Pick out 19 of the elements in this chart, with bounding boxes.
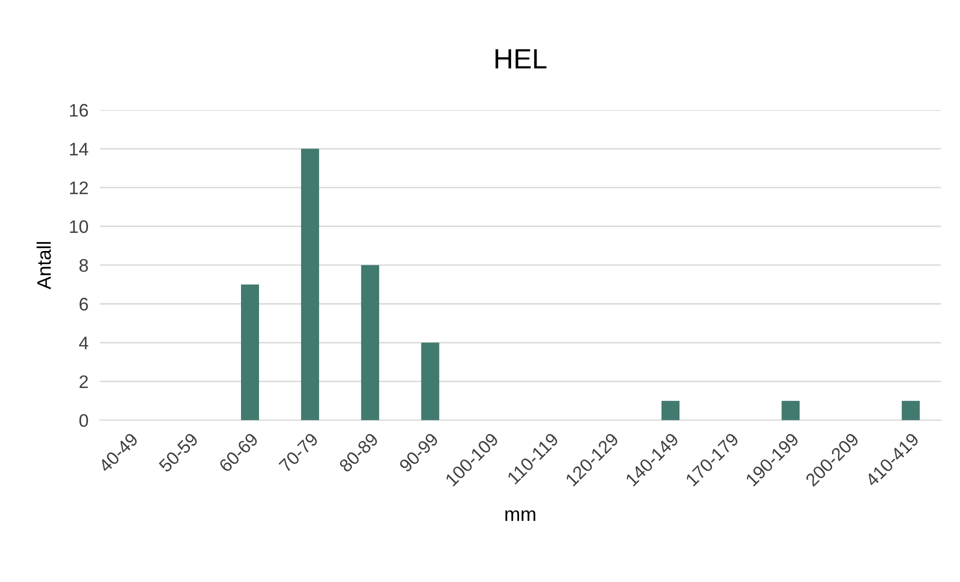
y-tick-label: 8 — [79, 259, 88, 272]
bar — [421, 342, 440, 420]
y-tick-label: 0 — [79, 414, 88, 427]
y-axis-title: Antall — [36, 242, 51, 290]
y-tick-label: 2 — [80, 375, 88, 388]
bar — [661, 400, 680, 420]
y-tick-label: 16 — [70, 104, 88, 117]
y-tick-label: 14 — [70, 142, 88, 156]
x-axis-title: mm — [505, 510, 536, 521]
bar — [361, 265, 380, 420]
bar — [782, 400, 800, 420]
bar — [241, 284, 260, 420]
bar — [301, 148, 320, 420]
y-tick-label: 4 — [79, 336, 88, 350]
y-tick-label: 12 — [70, 181, 88, 194]
y-tick-label: 6 — [80, 298, 88, 311]
y-tick-label: 10 — [70, 220, 88, 234]
chart-title: HEL — [496, 49, 546, 68]
bar — [902, 400, 920, 420]
